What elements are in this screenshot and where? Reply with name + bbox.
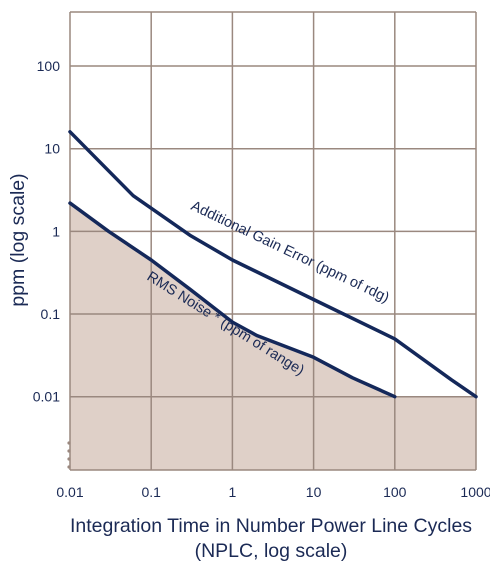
y-tick-label: 0.01: [33, 389, 60, 405]
rms-noise-shaded-area: [70, 203, 476, 470]
axis-break-dot: [67, 457, 71, 461]
axis-break-dot: [67, 449, 71, 453]
x-axis-title: Integration Time in Number Power Line Cy…: [70, 515, 472, 537]
axis-break-dot: [67, 465, 71, 469]
y-tick-label: 0.1: [41, 306, 61, 322]
tick-labels: 0.01 0.1 1 10 100 1000 0.01 0.1 1 10 100: [33, 58, 490, 500]
x-tick-label: 10: [306, 484, 322, 500]
y-tick-label: 1: [52, 223, 60, 239]
series: [68, 130, 478, 399]
series-line-gain-error: [68, 130, 478, 399]
x-tick-label: 0.01: [56, 484, 83, 500]
x-tick-label: 1: [229, 484, 237, 500]
series-line-rms-noise: [68, 201, 397, 399]
rms-noise-area: [70, 203, 476, 470]
axis-break-dot: [67, 441, 71, 445]
axis-break-dots: [67, 441, 71, 469]
x-tick-label: 1000: [460, 484, 490, 500]
x-tick-label: 100: [383, 484, 407, 500]
x-axis-title-line2: (NPLC, log scale): [195, 540, 348, 562]
x-tick-label: 0.1: [141, 484, 161, 500]
grid: [69, 11, 477, 471]
y-tick-label: 10: [44, 141, 60, 157]
y-axis-title: ppm (log scale): [7, 173, 29, 306]
y-tick-label: 100: [37, 58, 61, 74]
